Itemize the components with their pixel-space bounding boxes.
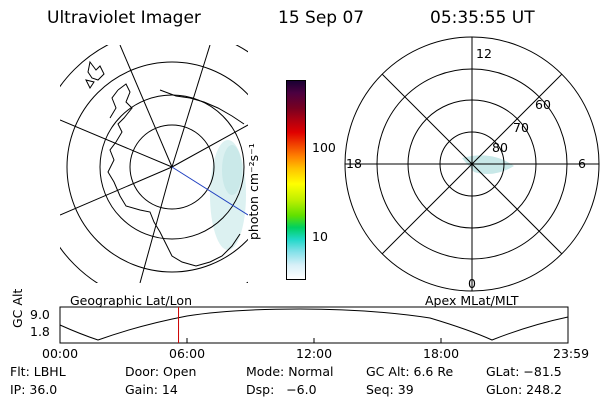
glon-info: GLon: 248.2 <box>486 382 562 397</box>
colorbar <box>286 80 306 280</box>
lat-label-60: 60 <box>535 97 551 112</box>
dsp-info: Dsp: −6.0 <box>246 382 317 397</box>
gain-info: Gain: 14 <box>125 382 178 397</box>
filter-info: Flt: LBHL <box>10 364 66 379</box>
ip-info: IP: 36.0 <box>10 382 58 397</box>
mode-info: Mode: Normal <box>246 364 334 379</box>
geographic-caption: Geographic Lat/Lon <box>70 293 192 308</box>
altitude-curve <box>59 308 569 341</box>
time-tick-1200: 12:00 <box>296 346 333 361</box>
mlt-label-12: 12 <box>476 46 492 61</box>
glat-info: GLat: −81.5 <box>486 364 562 379</box>
seq-info: Seq: 39 <box>366 382 414 397</box>
instrument-title: Ultraviolet Imager <box>47 8 201 28</box>
lat-label-80: 80 <box>492 140 508 155</box>
lat-label-70: 70 <box>513 120 529 135</box>
mlt-label-0: 0 <box>468 276 476 291</box>
altitude-tick-1-8: 1.8 <box>30 324 50 339</box>
date-label: 15 Sep 07 <box>278 8 365 28</box>
altitude-axis-title: GC Alt <box>10 288 25 328</box>
time-tick-0600: 06:00 <box>169 346 206 361</box>
time-label: 05:35:55 UT <box>430 8 535 28</box>
altitude-tick-9: 9.0 <box>30 307 50 322</box>
door-info: Door: Open <box>125 364 197 379</box>
apex-caption: Apex MLat/MLT <box>425 293 519 308</box>
gc-alt-info: GC Alt: 6.6 Re <box>366 364 454 379</box>
time-tick-2359: 23:59 <box>553 346 590 361</box>
colorbar-tick-10: 10 <box>312 229 328 244</box>
time-tick-0000: 00:00 <box>42 346 79 361</box>
mlt-label-6: 6 <box>578 156 586 171</box>
time-tick-1800: 18:00 <box>423 346 460 361</box>
colorbar-tick-100: 100 <box>312 140 336 155</box>
mlt-label-18: 18 <box>346 156 362 171</box>
